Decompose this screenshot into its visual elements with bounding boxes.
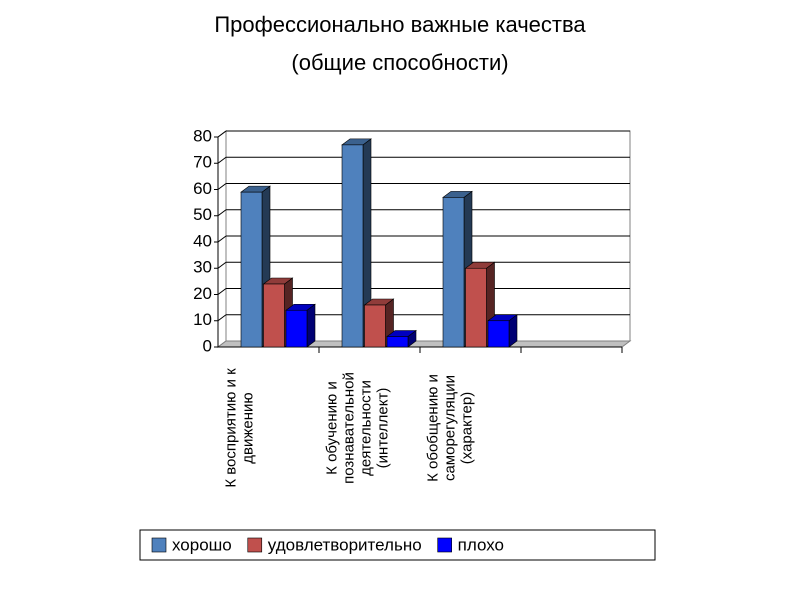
bar xyxy=(487,320,510,348)
legend-label: хорошо xyxy=(172,535,232,554)
bar xyxy=(386,336,409,348)
x-tick-label: К обучению и познавательной деятельности… xyxy=(323,372,392,484)
y-tick-label: 30 xyxy=(193,258,212,277)
y-tick-label: 50 xyxy=(193,205,212,224)
grid-line xyxy=(217,209,227,217)
y-tick-label: 20 xyxy=(193,284,212,303)
legend-swatch xyxy=(437,537,452,553)
grid-line xyxy=(217,130,227,138)
legend-swatch xyxy=(151,537,167,553)
grid-line xyxy=(217,314,227,322)
x-tick-label: К восприятию и к движению xyxy=(222,368,257,488)
grid-line xyxy=(217,156,227,164)
legend-swatch xyxy=(247,537,263,553)
bar xyxy=(341,144,364,348)
grid-line xyxy=(217,261,227,269)
chart-subtitle: (общие способности) xyxy=(291,50,508,75)
bar xyxy=(263,283,285,348)
legend-box xyxy=(139,529,656,561)
grid-line xyxy=(217,288,227,295)
y-tick-label: 0 xyxy=(203,336,212,355)
y-tick-label: 70 xyxy=(193,153,212,172)
y-tick-label: 40 xyxy=(193,231,212,250)
legend-label: удовлетворительно xyxy=(268,535,422,554)
grid-line xyxy=(217,183,227,190)
bar xyxy=(364,304,386,348)
bar-side xyxy=(306,303,316,348)
grid-line xyxy=(217,235,227,243)
bar xyxy=(285,309,308,348)
bar xyxy=(442,197,465,348)
chart-title: Профессионально важные качества xyxy=(214,12,586,37)
y-tick-label: 10 xyxy=(193,310,212,329)
y-tick-label: 60 xyxy=(193,179,212,198)
y-tick-label: 80 xyxy=(193,126,212,145)
bar xyxy=(465,267,487,348)
x-tick-label: К обобщению и саморегуляции (характер) xyxy=(424,374,476,482)
legend-label: плохо xyxy=(458,535,504,554)
bar xyxy=(240,191,263,348)
